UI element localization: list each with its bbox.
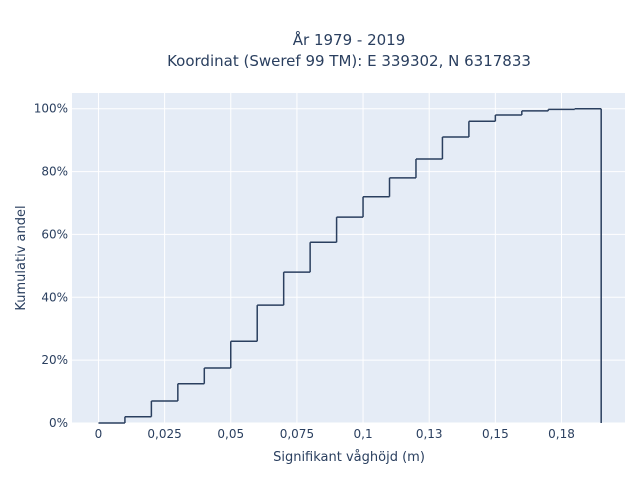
chart-title-line1: År 1979 - 2019 [293, 30, 406, 49]
y-tick-label: 80% [41, 165, 68, 179]
x-tick-label: 0,05 [217, 427, 244, 441]
x-tick-label: 0,1 [354, 427, 373, 441]
x-tick-label: 0 [95, 427, 103, 441]
y-tick-label: 100% [34, 102, 68, 116]
y-tick-labels: 0% 20% 40% 60% 80% 100% [34, 102, 68, 430]
series-steps [98, 107, 602, 424]
x-tick-label: 0,13 [416, 427, 443, 441]
y-tick-label: 40% [41, 290, 68, 304]
y-tick-label: 60% [41, 227, 68, 241]
x-axis-label: Signifikant våghöjd (m) [273, 450, 425, 465]
gridlines [72, 93, 625, 424]
x-tick-label: 0,15 [482, 427, 509, 441]
x-tick-labels: 0 0,025 0,05 0,075 0,1 0,13 0,15 0,18 [95, 427, 575, 441]
plot-area [72, 93, 625, 423]
y-tick-label: 20% [41, 353, 68, 367]
x-tick-label: 0,18 [548, 427, 575, 441]
x-tick-label: 0,025 [147, 427, 181, 441]
y-tick-label: 0% [49, 416, 68, 430]
x-tick-label: 0,075 [280, 427, 314, 441]
chart-title-line2: Koordinat (Sweref 99 TM): E 339302, N 63… [167, 52, 531, 70]
y-axis-label: Kumulativ andel [14, 205, 29, 310]
